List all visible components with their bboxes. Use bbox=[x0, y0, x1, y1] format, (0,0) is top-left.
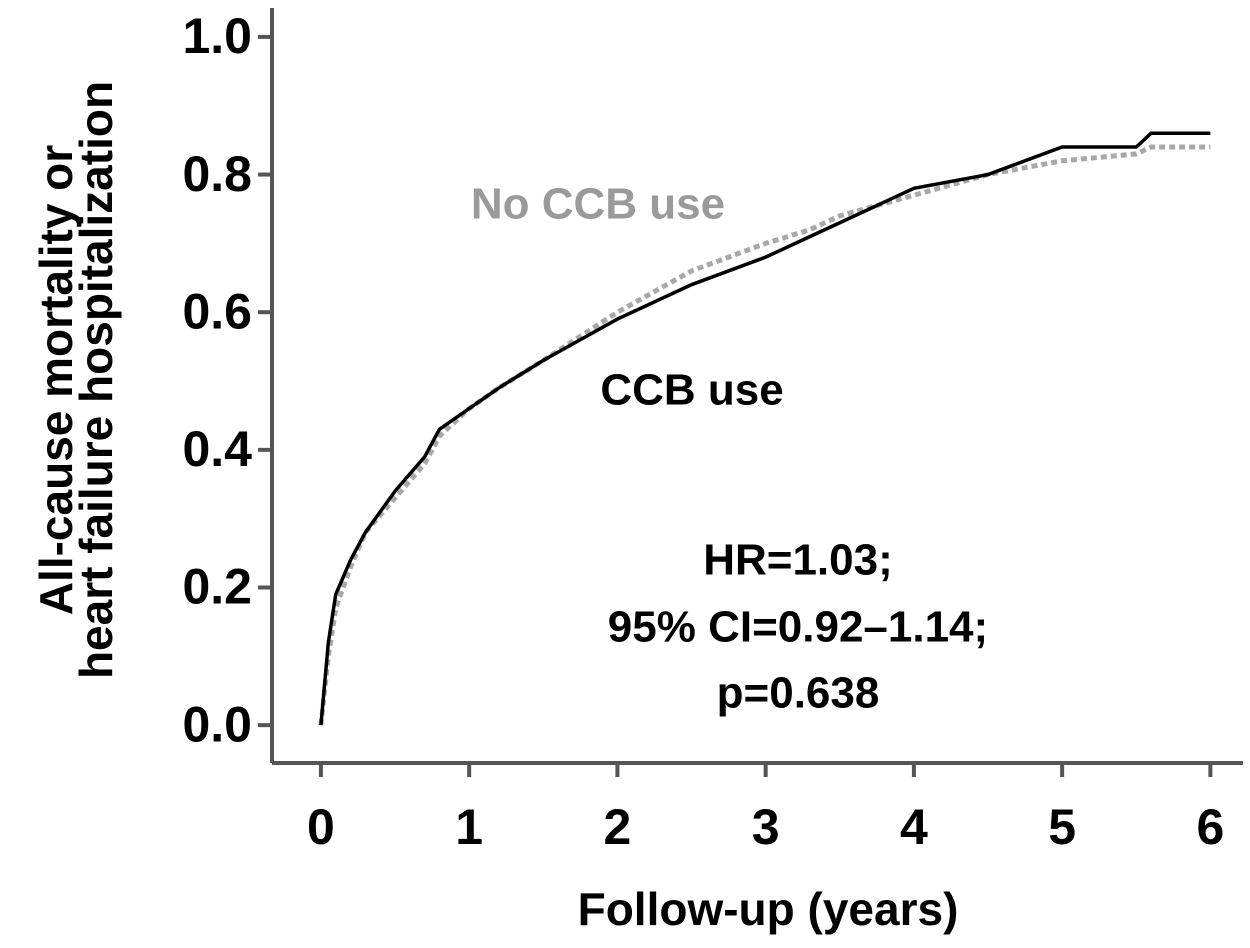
x-tick-label: 6 bbox=[1196, 799, 1224, 855]
y-tick-label: 0.6 bbox=[182, 283, 252, 339]
y-axis-title: All-cause mortality or bbox=[30, 145, 82, 615]
x-axis-title: Follow-up (years) bbox=[578, 883, 959, 935]
y-tick-label: 1.0 bbox=[182, 8, 252, 64]
x-tick-label: 2 bbox=[604, 799, 632, 855]
x-tick-label: 3 bbox=[752, 799, 780, 855]
x-tick-label: 4 bbox=[900, 799, 928, 855]
annotation: 95% CI=0.92–1.14; bbox=[608, 603, 988, 652]
annotation: No CCB use bbox=[471, 180, 725, 229]
annotation: CCB use bbox=[600, 366, 783, 415]
x-tick-label: 0 bbox=[307, 799, 335, 855]
y-tick-label: 0.0 bbox=[182, 696, 252, 752]
x-tick-label: 5 bbox=[1048, 799, 1076, 855]
y-axis-title: heart failure hospitalization bbox=[70, 81, 122, 679]
y-tick-label: 0.2 bbox=[182, 559, 252, 615]
x-tick-label: 1 bbox=[455, 799, 483, 855]
annotation: HR=1.03; bbox=[703, 536, 893, 585]
y-tick-label: 0.4 bbox=[182, 421, 252, 477]
series-line bbox=[319, 131, 1211, 726]
annotation: p=0.638 bbox=[717, 669, 880, 718]
y-tick-label: 0.8 bbox=[182, 146, 252, 202]
